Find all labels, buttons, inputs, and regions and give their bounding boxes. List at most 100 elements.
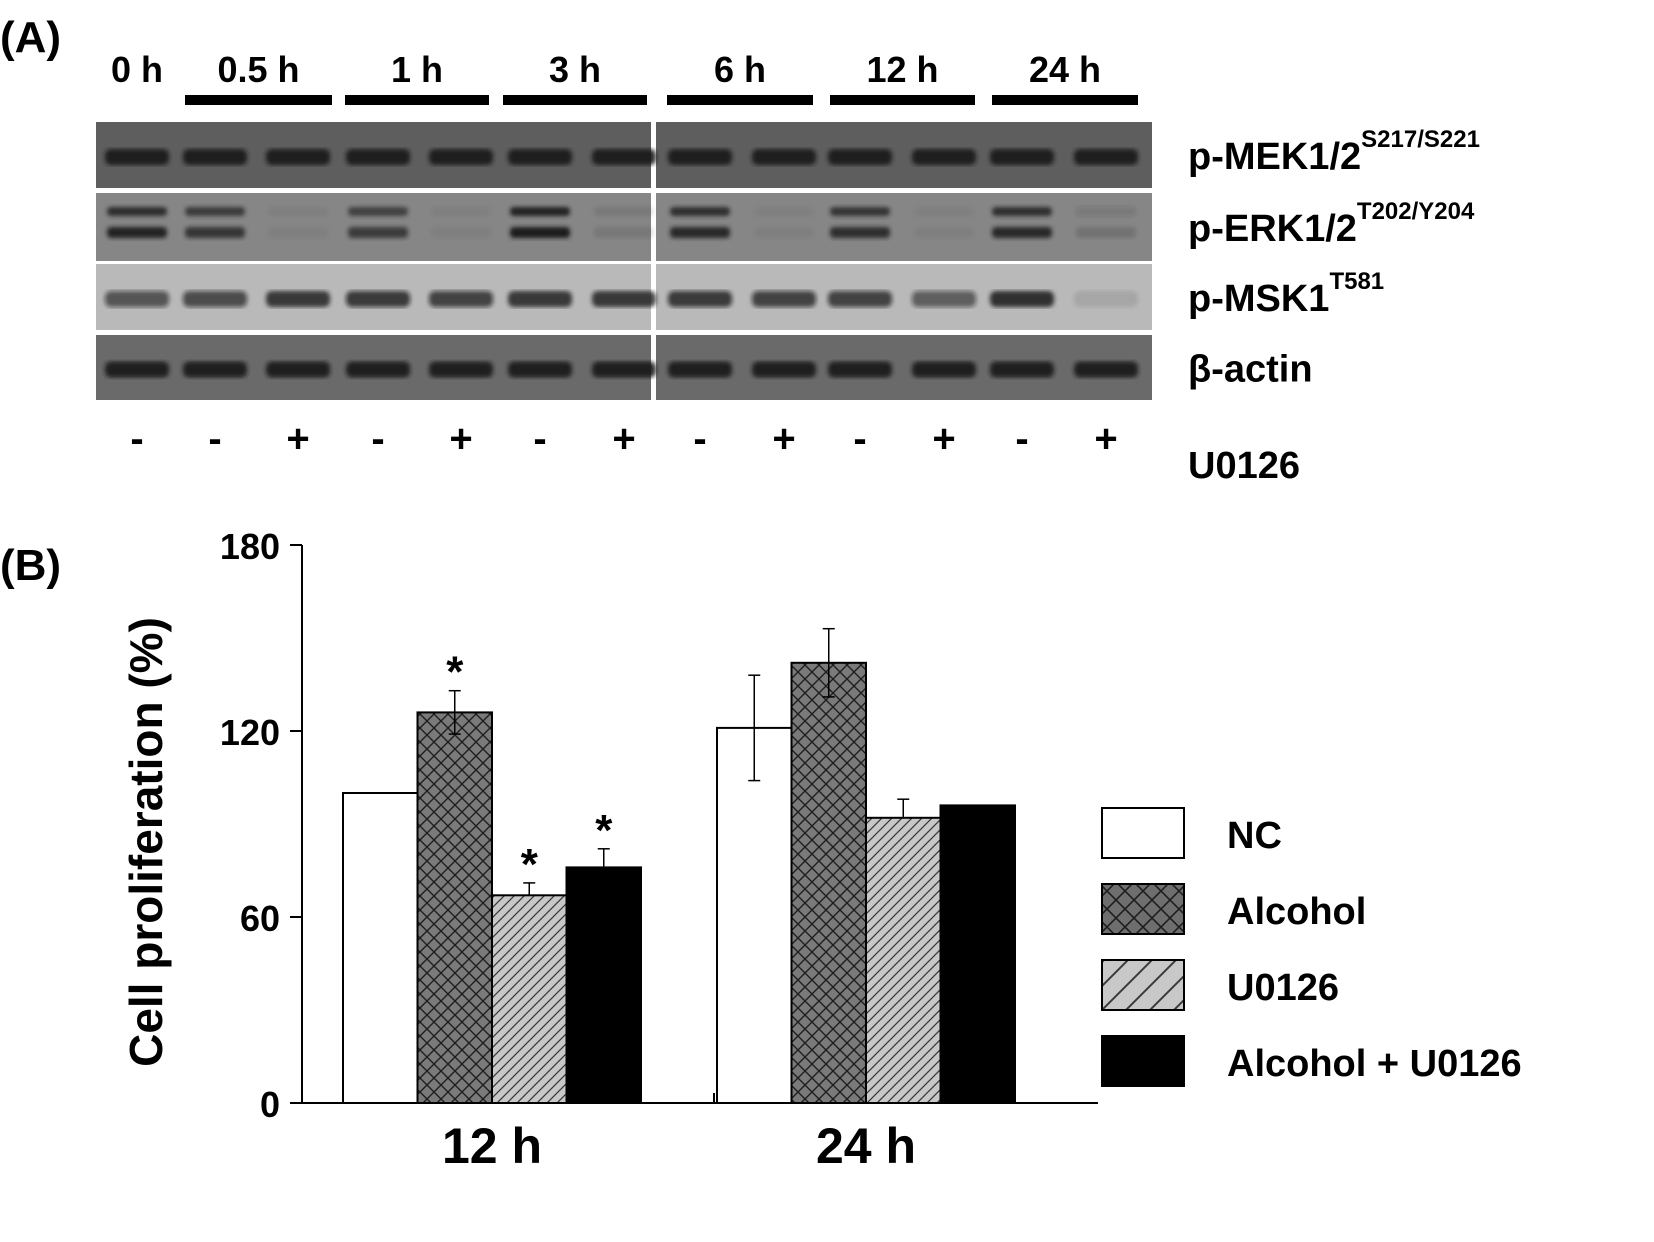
blot-band (1076, 207, 1136, 216)
treatment-sign: - (130, 417, 143, 461)
blot-membrane (656, 193, 1152, 261)
blot-band (510, 207, 570, 216)
blot-band (828, 361, 892, 378)
blot-band (268, 227, 328, 238)
blot-band (266, 291, 330, 307)
significance-marker: * (595, 806, 613, 855)
blot-band (914, 227, 974, 238)
time-bars (185, 95, 1138, 105)
blot-band (346, 149, 410, 165)
panel-b-label: (B) (0, 541, 61, 590)
blot-band (107, 207, 167, 216)
legend-swatch (1101, 883, 1185, 935)
blot-band (1074, 361, 1138, 378)
treatment-sign: - (208, 417, 221, 461)
time-labels: 0 h 0.5 h 1 h 3 h 6 h 12 h 24 h (111, 49, 1101, 90)
blot-band (992, 227, 1052, 238)
y-axis-label: Cell proliferation (%) (120, 617, 172, 1067)
panel-a-label: (A) (0, 13, 61, 62)
blot-band (105, 291, 169, 307)
blot-band (107, 227, 167, 238)
bar (865, 816, 942, 1104)
blot-band (508, 361, 572, 378)
legend-label: NC (1227, 815, 1282, 857)
blot-band (828, 149, 892, 165)
legend-swatch (1101, 959, 1185, 1011)
blot-band (266, 361, 330, 378)
blot-band (348, 207, 408, 216)
blot-band (752, 361, 816, 378)
bar (716, 726, 793, 1105)
blot-band (431, 227, 491, 238)
blot-row (96, 264, 1152, 330)
blot-band (990, 291, 1054, 307)
blot-name: p-ERK1/2 (1188, 208, 1357, 250)
treatment-sign: + (772, 417, 795, 461)
blot-band (508, 149, 572, 165)
bar (342, 792, 419, 1104)
blots (96, 122, 1152, 400)
chart-axes: 0 60 120 180 (220, 526, 1098, 1125)
blot-labels: p-MEK1/2S217/S221 p-ERK1/2T202/Y204 p-MSK1… (1188, 126, 1480, 391)
blot-band (828, 291, 892, 307)
blot-name: p-MSK1 (1188, 278, 1329, 320)
treatment-sign: + (932, 417, 955, 461)
blot-band (754, 227, 814, 238)
blot-bands (105, 149, 1138, 165)
blot-row (96, 335, 1152, 400)
blot-row (96, 193, 1152, 261)
blot-label: p-MSK1T581 (1188, 268, 1384, 320)
x-tick-labels: 12 h 24 h (442, 1118, 916, 1174)
blot-membrane (656, 122, 1152, 188)
y-tick-label: 180 (220, 526, 280, 567)
time-bar (992, 95, 1138, 105)
time-label: 0 h (111, 49, 163, 90)
blot-membrane (656, 335, 1152, 400)
time-bar (345, 95, 489, 105)
y-tick-label: 0 (260, 1084, 280, 1125)
legend: NC Alcohol U0126 Alcohol + U0126 (1101, 807, 1522, 1087)
time-bar (185, 95, 332, 105)
blot-band (346, 291, 410, 307)
blot-site: S217/S221 (1361, 126, 1480, 153)
blot-label: β-actin (1188, 349, 1313, 391)
blot-site: T581 (1329, 268, 1384, 295)
blot-band (1076, 227, 1136, 238)
time-label: 0.5 h (217, 49, 299, 90)
blot-band (429, 149, 493, 165)
blot-band (752, 149, 816, 165)
blot-band (508, 291, 572, 307)
blot-row (96, 122, 1152, 188)
blot-band (830, 207, 890, 216)
legend-label: Alcohol + U0126 (1227, 1043, 1522, 1085)
blot-band (183, 149, 247, 165)
significance-marker: * (521, 840, 539, 889)
blot-band (266, 149, 330, 165)
treatment-signs: - - + - + - + - + - + - + (130, 417, 1117, 461)
blot-band (183, 291, 247, 307)
treatment-sign: - (853, 417, 866, 461)
blot-band (105, 149, 169, 165)
legend-swatch (1101, 807, 1185, 859)
time-bar (667, 95, 813, 105)
bar (491, 894, 568, 1104)
blot-band (594, 227, 654, 238)
legend-label: U0126 (1227, 967, 1339, 1009)
blot-site: T202/Y204 (1357, 198, 1475, 225)
y-tick-label: 60 (240, 898, 280, 939)
x-tick-label: 12 h (442, 1118, 542, 1174)
chart-bars: * * * (342, 627, 1016, 1105)
blot-label: p-ERK1/2T202/Y204 (1188, 198, 1475, 250)
blot-band (912, 149, 976, 165)
blot-band (268, 207, 328, 216)
blot-band (592, 149, 656, 165)
time-label: 3 h (549, 49, 601, 90)
blot-band (992, 207, 1052, 216)
bar (416, 711, 493, 1105)
time-label: 1 h (391, 49, 443, 90)
significance-marker: * (446, 648, 464, 697)
blot-band (592, 361, 656, 378)
blot-band (348, 227, 408, 238)
blot-bands (105, 291, 1138, 307)
